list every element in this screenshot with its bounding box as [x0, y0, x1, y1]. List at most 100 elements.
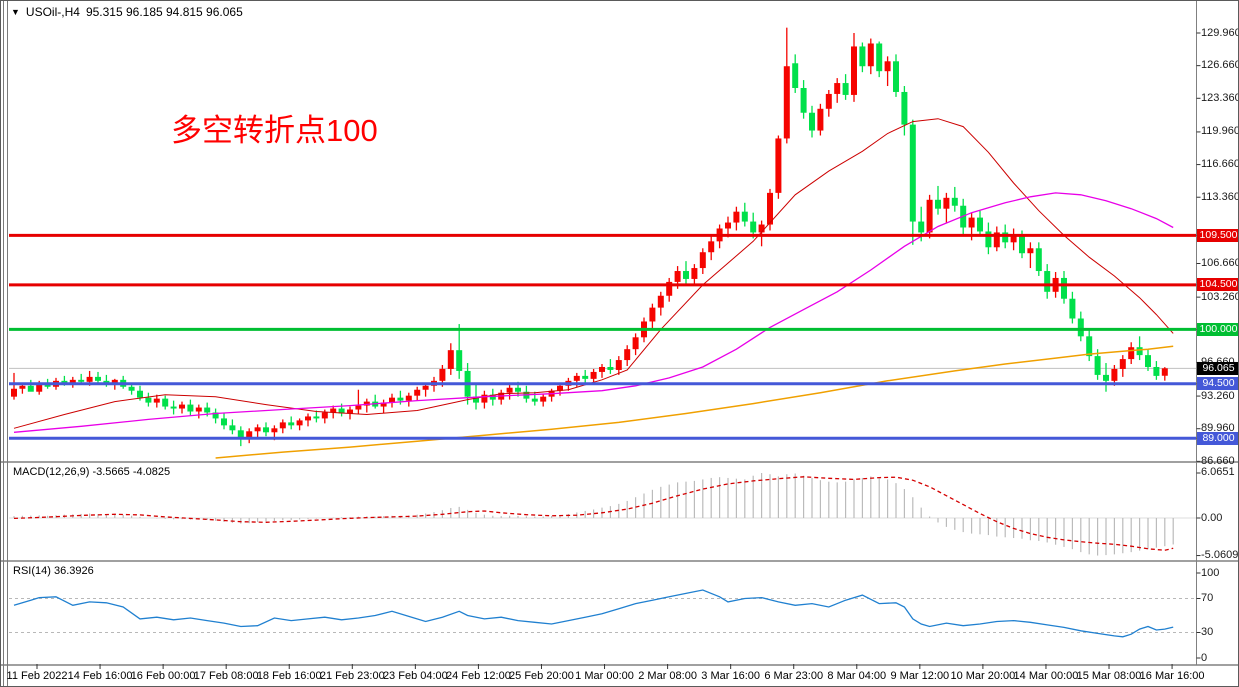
candle-body: [935, 199, 941, 209]
candle-body: [179, 404, 185, 409]
price-tick-label: 123.360: [1201, 91, 1239, 104]
candle-body: [834, 83, 841, 94]
candle-body: [414, 389, 421, 396]
candle-body: [1044, 271, 1051, 292]
price-badge-104.500: 104.500: [1197, 278, 1238, 292]
candle-body: [330, 408, 337, 413]
candle-body: [733, 211, 740, 223]
candle-body: [481, 394, 488, 403]
candle-body: [951, 197, 958, 206]
time-label: 2 Mar 08:00: [638, 670, 697, 682]
candle-body: [305, 416, 311, 421]
time-label: 1 Mar 00:00: [575, 670, 634, 682]
candle-body: [506, 387, 513, 393]
candle-body: [439, 368, 446, 381]
time-label: 16 Mar 16:00: [1139, 670, 1205, 682]
price-badge-96.065: 96.065: [1197, 361, 1238, 375]
candle-body: [809, 112, 815, 131]
candle-body: [851, 46, 857, 95]
candle-body: [842, 83, 849, 95]
candle-body: [884, 61, 891, 72]
chart-title-bar: ▼ USOil-,H4 95.315 96.185 94.815 96.065: [11, 4, 243, 20]
candle-body: [405, 395, 412, 401]
annotation-note: 多空转折点100: [171, 113, 378, 148]
candle-body: [1103, 374, 1109, 381]
time-label: 21 Feb 23:00: [319, 670, 385, 682]
candle-body: [313, 416, 320, 419]
candle-body: [674, 271, 681, 282]
candle-body: [1161, 368, 1168, 376]
symbol-period-label: USOil-,H4: [25, 5, 80, 19]
candle-body: [1069, 298, 1076, 319]
candle-body: [380, 402, 387, 407]
candle-body: [515, 387, 521, 392]
candle-body: [254, 427, 261, 432]
candle-body: [599, 366, 605, 372]
rsi-panel-label: RSI(14) 36.3926: [13, 565, 94, 577]
price-tick-label: 129.960: [1201, 26, 1239, 39]
candle-body: [775, 138, 782, 193]
candle-body: [128, 386, 135, 391]
candle-body: [943, 197, 950, 209]
candle-body: [1153, 366, 1160, 376]
candle-body: [750, 221, 757, 233]
candle-body: [582, 375, 589, 379]
candle-body: [237, 430, 244, 438]
price-tick-label: 116.660: [1201, 158, 1239, 171]
time-label: 17 Feb 08:00: [193, 670, 259, 682]
candle-body: [1002, 232, 1009, 243]
candle-body: [145, 397, 152, 403]
candle-body: [1077, 318, 1084, 337]
candle-body: [321, 412, 328, 419]
candle-body: [447, 350, 454, 369]
ohlc-readout: 95.315 96.185 94.815 96.065: [85, 5, 243, 19]
candle-body: [195, 407, 202, 412]
macd-tick-label: -5.0609: [1201, 549, 1239, 562]
time-label: 14 Mar 00:00: [1013, 670, 1079, 682]
candle-body: [288, 422, 295, 426]
candle-body: [783, 66, 790, 139]
candle-body: [901, 91, 908, 125]
price-tick-label: 93.260: [1201, 389, 1235, 402]
candle-body: [977, 217, 983, 232]
candle-body: [573, 375, 580, 381]
candle-body: [792, 63, 799, 89]
candle-body: [246, 431, 253, 438]
candle-body: [758, 224, 765, 233]
panel-splitter-rsi[interactable]: [1, 560, 1238, 563]
panel-splitter-macd[interactable]: [1, 461, 1238, 464]
price-tick-label: 106.660: [1201, 257, 1239, 269]
candle-body: [212, 412, 219, 419]
candle-body: [683, 271, 689, 279]
candle-body: [657, 295, 664, 308]
candle-body: [36, 383, 43, 392]
candle-body: [355, 405, 362, 410]
time-label: 23 Feb 04:00: [382, 670, 448, 682]
candle-body: [867, 43, 874, 67]
ma-mid-magenta: [13, 192, 1174, 433]
symbol-dropdown-icon[interactable]: ▼: [11, 7, 20, 17]
rsi-tick-label: 100: [1201, 566, 1220, 579]
candle-body: [204, 407, 211, 413]
candle-body: [389, 397, 395, 403]
candle-body: [876, 43, 883, 72]
candle-body: [699, 252, 706, 269]
candle-body: [153, 398, 160, 403]
rsi-tick-label: 70: [1201, 592, 1214, 604]
candle-body: [19, 385, 26, 389]
candle-body: [162, 398, 169, 407]
candle-body: [691, 268, 698, 279]
time-label: 24 Feb 12:00: [445, 670, 511, 682]
time-label: 9 Mar 12:00: [890, 670, 950, 682]
price-tick-label: 86.660: [1201, 454, 1235, 467]
price-tick-label: 126.660: [1201, 59, 1239, 72]
time-label: 3 Mar 16:00: [701, 670, 761, 682]
candle-body: [825, 93, 832, 109]
time-label: 15 Mar 08:00: [1076, 670, 1142, 682]
candle-body: [397, 397, 404, 401]
candle-body: [1086, 336, 1093, 357]
candle-body: [137, 390, 143, 398]
ma-fast-red: [13, 118, 1174, 429]
